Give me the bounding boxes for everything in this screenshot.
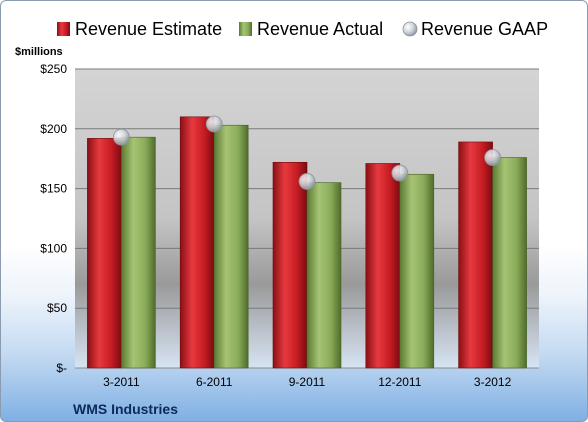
bar-revenue-estimate	[272, 161, 308, 369]
bar-revenue-actual	[121, 136, 156, 369]
legend-label: Revenue Actual	[257, 19, 383, 39]
y-tick-label: $150	[40, 182, 67, 196]
x-tick-label: 9-2011	[289, 375, 326, 389]
y-axis-ticks: $- $50 $100 $150 $200 $250	[40, 62, 67, 375]
x-tick-label: 12-2011	[378, 375, 421, 389]
marker-revenue-gaap	[205, 115, 223, 133]
y-axis-unit-label: $millions	[15, 46, 63, 58]
bar-revenue-actual	[213, 124, 249, 369]
legend-swatch	[239, 22, 252, 36]
gaap-markers	[113, 115, 502, 190]
x-tick-label: 6-2011	[196, 375, 233, 389]
bars	[87, 116, 527, 369]
legend-swatch	[57, 22, 70, 36]
x-axis-ticks: 3-2011 6-2011 9-2011 12-2011 3-2012	[103, 375, 511, 389]
legend-label: Revenue Estimate	[75, 19, 222, 39]
legend: Revenue Estimate Revenue Actual Revenue GA…	[57, 19, 548, 39]
bar-revenue-estimate	[365, 163, 401, 369]
bar-revenue-estimate	[179, 116, 215, 369]
marker-revenue-gaap	[298, 173, 316, 190]
y-tick-label: $200	[40, 122, 67, 136]
bar-revenue-actual	[399, 173, 435, 369]
marker-revenue-gaap	[391, 164, 409, 182]
y-tick-label: $250	[40, 62, 67, 76]
bar-revenue-actual	[492, 157, 527, 369]
y-tick-label: $100	[40, 241, 67, 255]
company-name: WMS Industries	[73, 401, 178, 417]
bar-revenue-estimate	[458, 141, 493, 369]
x-tick-label: 3-2011	[103, 375, 140, 389]
marker-revenue-gaap	[113, 128, 130, 146]
x-tick-label: 3-2012	[474, 375, 512, 389]
legend-swatch-gaap	[402, 21, 418, 37]
bar-revenue-estimate	[87, 138, 122, 369]
bar-revenue-actual	[306, 182, 342, 369]
y-tick-label: $50	[47, 301, 67, 315]
legend-label: Revenue GAAP	[421, 19, 548, 39]
marker-revenue-gaap	[484, 149, 502, 166]
y-tick-label: $-	[56, 361, 67, 375]
